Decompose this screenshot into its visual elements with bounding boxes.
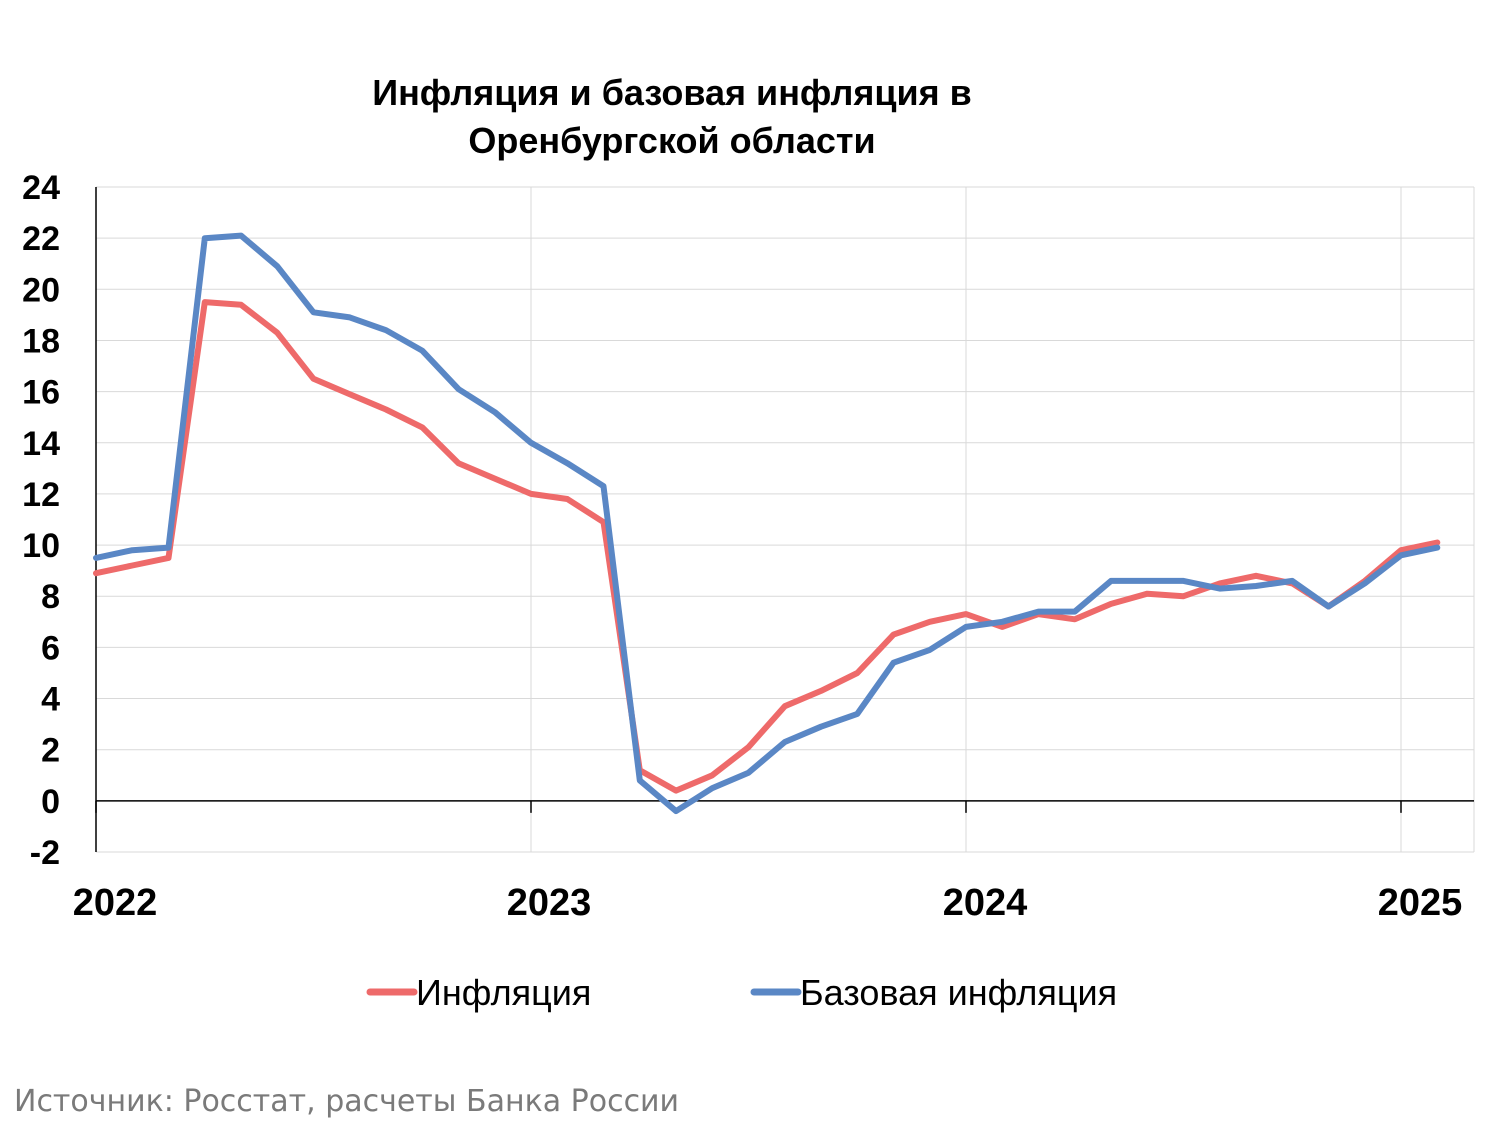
y-tick-label: 22 <box>22 220 60 258</box>
axes <box>95 187 1474 852</box>
x-tick-label: 2022 <box>73 882 158 924</box>
legend: Инфляция Базовая инфляция <box>366 972 1117 1013</box>
chart-title-line-2: Оренбургской области <box>468 120 875 161</box>
source-note: Источник: Росстат, расчеты Банка России <box>14 1084 679 1119</box>
grid <box>95 186 1475 853</box>
y-tick-label: 6 <box>41 629 60 667</box>
y-tick-label: 18 <box>22 322 60 360</box>
series-lines <box>93 232 1441 815</box>
series-line-inflation <box>93 299 1441 794</box>
y-tick-label: 12 <box>22 476 60 514</box>
x-tick-label: 2025 <box>1378 882 1463 924</box>
y-tick-label: 8 <box>41 578 60 616</box>
y-tick-label: 14 <box>22 425 60 463</box>
legend-label-inflation: Инфляция <box>416 972 591 1013</box>
y-tick-label: 24 <box>22 169 60 207</box>
series-line-core-inflation <box>93 232 1441 815</box>
legend-label-core-inflation: Базовая инфляция <box>800 972 1117 1013</box>
x-tick-label: 2023 <box>507 882 592 924</box>
y-tick-label: 10 <box>22 527 60 565</box>
y-tick-label: 16 <box>22 374 60 412</box>
x-tick-label: 2024 <box>943 882 1028 924</box>
y-tick-label: 2 <box>41 732 60 770</box>
y-tick-label: 20 <box>22 271 60 309</box>
x-axis-tick-labels: 2022 2023 2024 2025 <box>73 882 1463 924</box>
y-tick-label: 0 <box>41 783 60 821</box>
y-tick-label: 4 <box>41 681 60 719</box>
chart-title-line-1: Инфляция и базовая инфляция в <box>372 72 972 113</box>
y-tick-label: -2 <box>30 834 60 872</box>
